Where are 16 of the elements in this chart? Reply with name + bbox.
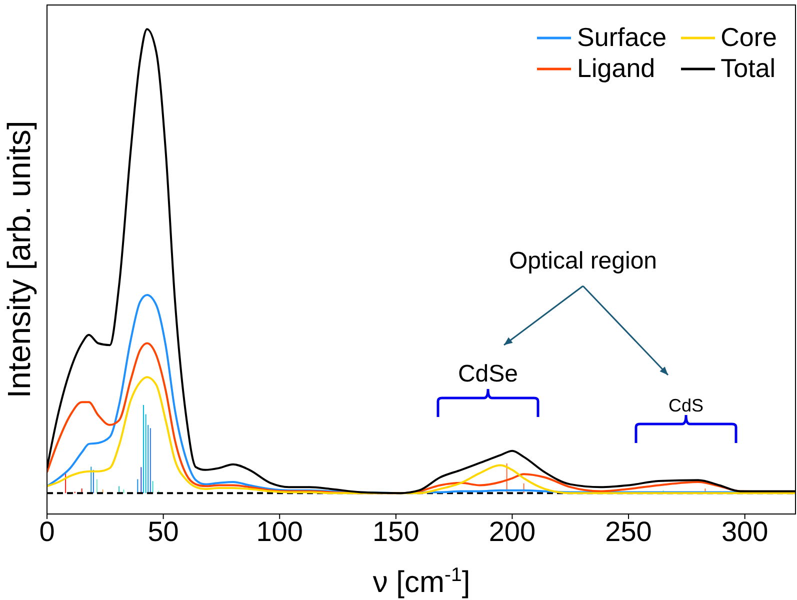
legend-label: Surface [577, 22, 667, 53]
annotation: Optical region [508, 247, 658, 274]
x-tick-label: 0 [39, 516, 55, 547]
y-axis-title: Intensity [arb. units] [1, 120, 37, 398]
legend-label: Ligand [577, 53, 656, 84]
annotation: CdSe [458, 360, 518, 388]
x-tick-label: 200 [488, 516, 536, 547]
legend-label: Core [720, 22, 777, 53]
x-tick-label: 100 [256, 516, 303, 547]
x-tick-label: 250 [605, 516, 652, 547]
legend-label: Total [720, 53, 776, 84]
annotation: CdS [668, 395, 704, 416]
x-axis-title: ν [cm$^{-1}$] [372, 564, 470, 599]
x-tick-label: 150 [372, 516, 420, 547]
x-tick-label: 300 [721, 516, 768, 547]
x-tick-label: 50 [148, 516, 179, 547]
